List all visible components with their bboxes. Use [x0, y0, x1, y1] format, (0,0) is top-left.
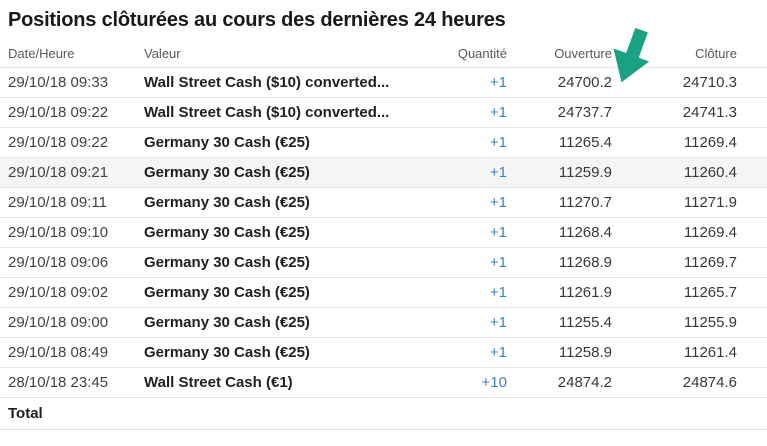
cell-valeur: Germany 30 Cash (€25)	[144, 164, 310, 181]
cell-valeur: Germany 30 Cash (€25)	[144, 284, 310, 301]
cell-valeur: Wall Street Cash (€1)	[144, 374, 293, 391]
cell-quantite: +1	[489, 134, 507, 151]
cell-date-heure: 29/10/18 09:21	[8, 164, 109, 181]
cell-cloture: 24741.3	[682, 104, 737, 121]
cell-date-heure: 29/10/18 09:02	[8, 284, 109, 301]
cell-ouverture: 11258.9	[558, 344, 612, 361]
cell-valeur: Wall Street Cash ($10) converted...	[144, 104, 390, 121]
cell-quantite: +1	[489, 284, 507, 301]
cell-cloture: 24710.3	[682, 74, 737, 91]
cell-date-heure: 29/10/18 08:49	[8, 344, 109, 361]
cell-quantite: +1	[489, 104, 507, 121]
table-row[interactable]: 29/10/18 09:22 Germany 30 Cash (€25) +1 …	[0, 128, 767, 158]
cell-cloture: 11269.4	[683, 224, 737, 241]
cell-date-heure: 29/10/18 09:22	[8, 104, 109, 121]
cell-cloture: 11261.4	[683, 344, 737, 361]
page-title: Positions clôturées au cours des dernièr…	[8, 9, 506, 31]
cell-ouverture: 11259.9	[558, 164, 612, 181]
table-row[interactable]: 29/10/18 09:11 Germany 30 Cash (€25) +1 …	[0, 188, 767, 218]
cell-ouverture: 11270.7	[558, 194, 612, 211]
cell-date-heure: 29/10/18 09:22	[8, 134, 109, 151]
cell-valeur: Germany 30 Cash (€25)	[144, 224, 310, 241]
cell-ouverture: 24737.7	[557, 104, 612, 121]
table-row[interactable]: 29/10/18 09:10 Germany 30 Cash (€25) +1 …	[0, 218, 767, 248]
column-header-quantite: Quantité	[457, 46, 507, 61]
cell-ouverture: 11268.4	[558, 224, 612, 241]
table-row[interactable]: 29/10/18 09:21 Germany 30 Cash (€25) +1 …	[0, 158, 767, 188]
cell-quantite: +1	[489, 74, 507, 91]
cell-ouverture: 11255.4	[558, 314, 612, 331]
table-body: 29/10/18 09:33 Wall Street Cash ($10) co…	[0, 68, 767, 398]
cell-quantite: +1	[489, 164, 507, 181]
cell-cloture: 11269.4	[683, 134, 737, 151]
table-row[interactable]: 29/10/18 09:22 Wall Street Cash ($10) co…	[0, 98, 767, 128]
cell-quantite: +1	[489, 254, 507, 271]
table-header-row: Date/Heure Valeur Quantité Ouverture Clô…	[0, 32, 767, 68]
cell-quantite: +1	[489, 344, 507, 361]
cell-cloture: 11255.9	[683, 314, 737, 331]
cell-date-heure: 29/10/18 09:11	[8, 194, 107, 211]
cell-date-heure: 29/10/18 09:10	[8, 224, 109, 241]
table-row[interactable]: 29/10/18 09:33 Wall Street Cash ($10) co…	[0, 68, 767, 98]
cell-ouverture: 11268.9	[558, 254, 612, 271]
cell-valeur: Germany 30 Cash (€25)	[144, 314, 310, 331]
cell-valeur: Germany 30 Cash (€25)	[144, 254, 310, 271]
cell-cloture: 11271.9	[683, 194, 737, 211]
cell-quantite: +1	[489, 314, 507, 331]
column-header-valeur: Valeur	[144, 46, 181, 61]
cell-date-heure: 29/10/18 09:33	[8, 74, 109, 91]
cell-cloture: 11265.7	[683, 284, 737, 301]
table-row[interactable]: 29/10/18 09:02 Germany 30 Cash (€25) +1 …	[0, 278, 767, 308]
cell-cloture: 11269.7	[683, 254, 737, 271]
cell-ouverture: 11261.9	[558, 284, 612, 301]
table-row[interactable]: 29/10/18 09:06 Germany 30 Cash (€25) +1 …	[0, 248, 767, 278]
cell-ouverture: 24874.2	[557, 374, 612, 391]
cell-ouverture: 11265.4	[558, 134, 612, 151]
cell-valeur: Germany 30 Cash (€25)	[144, 194, 310, 211]
table-row[interactable]: 28/10/18 23:45 Wall Street Cash (€1) +10…	[0, 368, 767, 398]
cell-date-heure: 29/10/18 09:06	[8, 254, 109, 271]
cell-valeur: Germany 30 Cash (€25)	[144, 134, 310, 151]
total-label: Total	[8, 405, 43, 422]
table-row[interactable]: 29/10/18 08:49 Germany 30 Cash (€25) +1 …	[0, 338, 767, 368]
cell-cloture: 24874.6	[682, 374, 737, 391]
cell-date-heure: 28/10/18 23:45	[8, 374, 109, 391]
cell-valeur: Germany 30 Cash (€25)	[144, 344, 310, 361]
table-row[interactable]: 29/10/18 09:00 Germany 30 Cash (€25) +1 …	[0, 308, 767, 338]
cell-quantite: +1	[489, 224, 507, 241]
column-header-date-heure: Date/Heure	[8, 46, 75, 61]
closed-positions-table: Date/Heure Valeur Quantité Ouverture Clô…	[0, 32, 767, 430]
cell-quantite: +10	[481, 374, 507, 391]
column-header-cloture: Clôture	[695, 46, 737, 61]
column-header-ouverture: Ouverture	[554, 46, 612, 61]
cell-quantite: +1	[489, 194, 507, 211]
cell-date-heure: 29/10/18 09:00	[8, 314, 109, 331]
cell-ouverture: 24700.2	[557, 74, 612, 91]
cell-cloture: 11260.4	[683, 164, 737, 181]
closed-positions-panel: Positions clôturées au cours des dernièr…	[0, 9, 767, 430]
cell-valeur: Wall Street Cash ($10) converted...	[144, 74, 390, 91]
table-total-row: Total	[0, 398, 767, 430]
